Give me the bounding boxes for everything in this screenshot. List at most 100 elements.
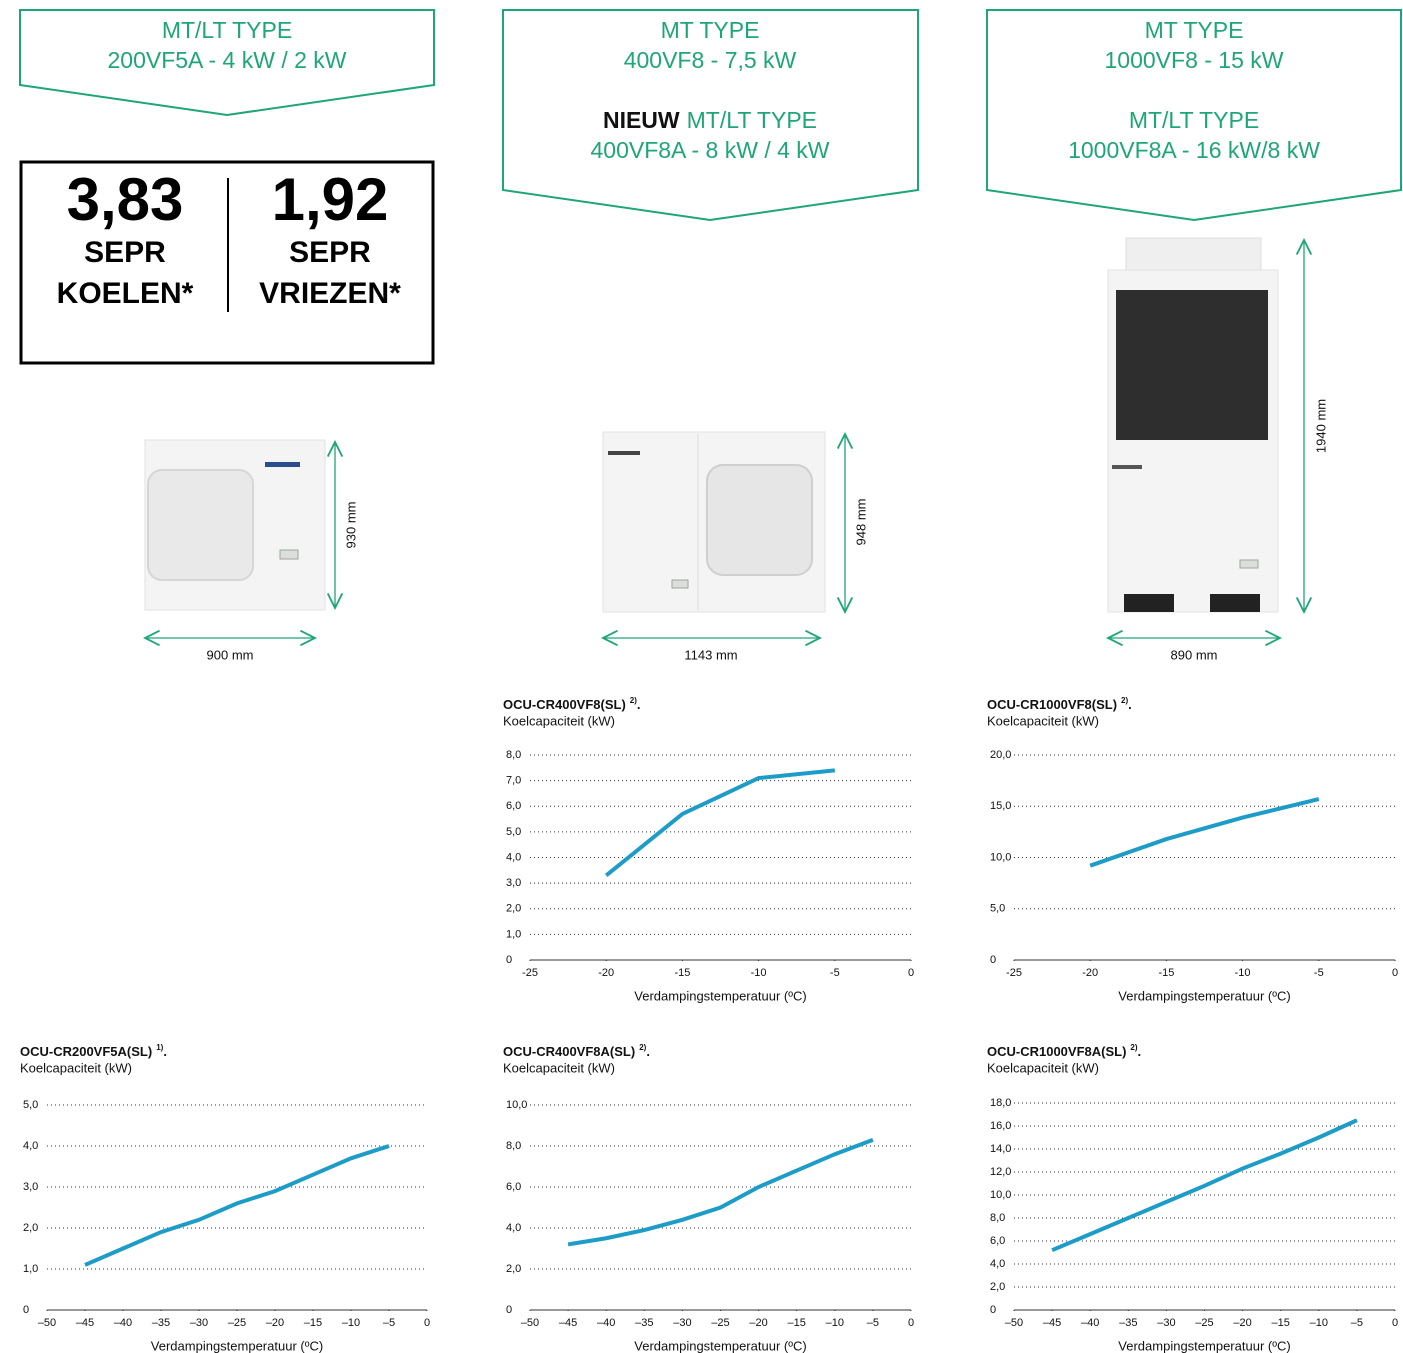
x-tick-label: -10	[1235, 967, 1251, 979]
y-tick-label: 20,0	[990, 749, 1011, 761]
chart-title: OCU-CR400VF8(SL) 2).	[503, 696, 641, 712]
x-tick-label: -25	[522, 967, 538, 979]
chart-title-note: 2)	[1130, 1043, 1137, 1052]
x-tick-label: –50	[1005, 1317, 1023, 1329]
x-tick-label: –15	[788, 1317, 806, 1329]
chart-title-note: 2)	[630, 696, 637, 705]
x-tick-label: –50	[38, 1317, 56, 1329]
product-image	[1107, 237, 1279, 613]
chart-title-end: .	[163, 1044, 167, 1059]
x-tick-label: –45	[1043, 1317, 1061, 1329]
y-tick-label: 5,0	[506, 826, 521, 838]
dimension-height: 1940 mm	[1313, 399, 1328, 453]
x-tick-label: 0	[908, 1317, 914, 1329]
y-tick-label: 5,0	[23, 1099, 38, 1111]
y-tick-label: 10,0	[990, 851, 1011, 863]
x-tick-label: 0	[908, 967, 914, 979]
banner-shape	[986, 9, 1402, 222]
x-tick-label: –45	[76, 1317, 94, 1329]
y-tick-label: 3,0	[506, 877, 521, 889]
dimension-width: 900 mm	[207, 647, 254, 662]
y-tick-label: 15,0	[990, 800, 1011, 812]
x-tick-label: -15	[674, 967, 690, 979]
sepr-mode: VRIEZEN*	[259, 277, 401, 310]
banner-shape	[502, 9, 919, 222]
chart-title: OCU-CR200VF5A(SL) 1).	[20, 1043, 167, 1059]
dimension-width: 890 mm	[1171, 647, 1218, 662]
x-tick-label: –35	[152, 1317, 170, 1329]
x-axis-label: Verdampingstemperatuur (ºC)	[151, 1338, 323, 1353]
y-tick-label: 2,0	[23, 1222, 38, 1234]
chart-title-text: OCU-CR1000VF8(SL)	[987, 697, 1117, 712]
banner-line: 400VF8A - 8 kW / 4 kW	[590, 137, 829, 163]
x-tick-label: –10	[342, 1317, 360, 1329]
chart-title-text: OCU-CR1000VF8A(SL)	[987, 1044, 1126, 1059]
chart-title: OCU-CR400VF8A(SL) 2).	[503, 1043, 650, 1059]
y-tick-label: 14,0	[990, 1143, 1011, 1155]
dimension-width: 1143 mm	[684, 647, 737, 662]
x-tick-label: -10	[751, 967, 767, 979]
x-tick-label: –50	[521, 1317, 539, 1329]
y-tick-label: 8,0	[506, 1140, 521, 1152]
y-tick-label: 3,0	[23, 1181, 38, 1193]
chart-title-note: 1)	[156, 1043, 163, 1052]
data-line	[1089, 797, 1320, 868]
y-tick-label: 4,0	[506, 1222, 521, 1234]
y-tick-label: 12,0	[990, 1166, 1011, 1178]
chart-title-end: .	[646, 1044, 650, 1059]
y-tick-label: 2,0	[506, 903, 521, 915]
x-tick-label: -5	[830, 967, 840, 979]
y-axis-label: Koelcapaciteit (kW)	[987, 1060, 1099, 1075]
x-tick-label: –20	[1233, 1317, 1251, 1329]
banner-line: MT/LT TYPE	[687, 107, 817, 133]
x-tick-label: –20	[749, 1317, 767, 1329]
chart-title: OCU-CR1000VF8(SL) 2).	[987, 696, 1132, 712]
chart-title-end: .	[1128, 697, 1132, 712]
x-tick-label: -5	[1314, 967, 1324, 979]
banner-line: 1000VF8 - 15 kW	[1105, 47, 1284, 73]
sepr-mode: KOELEN*	[57, 277, 194, 310]
y-tick-label: 1,0	[506, 928, 521, 940]
x-tick-label: –40	[597, 1317, 615, 1329]
banner-line: MT/LT TYPE	[1129, 107, 1259, 133]
y-tick-label: 0	[506, 954, 512, 966]
chart-title-note: 2)	[1121, 696, 1128, 705]
x-tick-label: -20	[598, 967, 614, 979]
x-tick-label: –15	[1272, 1317, 1290, 1329]
x-tick-label: –35	[1119, 1317, 1137, 1329]
y-tick-label: 16,0	[990, 1120, 1011, 1132]
x-tick-label: –30	[190, 1317, 208, 1329]
sepr-value: 3,83	[67, 166, 184, 233]
banner-line: NIEUW MT/LT TYPE	[603, 107, 817, 133]
x-tick-label: –10	[1310, 1317, 1328, 1329]
y-tick-label: 2,0	[506, 1263, 521, 1275]
y-tick-label: 6,0	[990, 1235, 1005, 1247]
banner-line: 400VF8 - 7,5 kW	[624, 47, 797, 73]
x-axis-label: Verdampingstemperatuur (ºC)	[634, 1338, 806, 1353]
y-axis-label: Koelcapaciteit (kW)	[503, 1060, 615, 1075]
x-axis-label: Verdampingstemperatuur (ºC)	[1118, 1338, 1290, 1353]
y-axis-label: Koelcapaciteit (kW)	[20, 1060, 132, 1075]
y-axis-label: Koelcapaciteit (kW)	[503, 713, 615, 728]
banner-line: MT TYPE	[1145, 17, 1244, 43]
y-tick-label: 7,0	[506, 775, 521, 787]
x-tick-label: –15	[304, 1317, 322, 1329]
chart-title: OCU-CR1000VF8A(SL) 2).	[987, 1043, 1141, 1059]
x-tick-label: 0	[1392, 967, 1398, 979]
y-tick-label: 18,0	[990, 1097, 1011, 1109]
x-tick-label: –5	[1351, 1317, 1363, 1329]
x-tick-label: -20	[1082, 967, 1098, 979]
sepr-label: SEPR	[289, 236, 371, 269]
x-tick-label: –30	[1157, 1317, 1175, 1329]
banner-line: MT/LT TYPE	[162, 17, 292, 43]
y-tick-label: 6,0	[506, 1181, 521, 1193]
chart-title-end: .	[637, 697, 641, 712]
y-tick-label: 1,0	[23, 1263, 38, 1275]
chart-title-text: OCU-CR400VF8(SL)	[503, 697, 626, 712]
x-tick-label: –20	[266, 1317, 284, 1329]
sepr-value: 1,92	[272, 166, 389, 233]
chart-title-text: OCU-CR400VF8A(SL)	[503, 1044, 635, 1059]
y-tick-label: 10,0	[990, 1189, 1011, 1201]
x-tick-label: –40	[114, 1317, 132, 1329]
